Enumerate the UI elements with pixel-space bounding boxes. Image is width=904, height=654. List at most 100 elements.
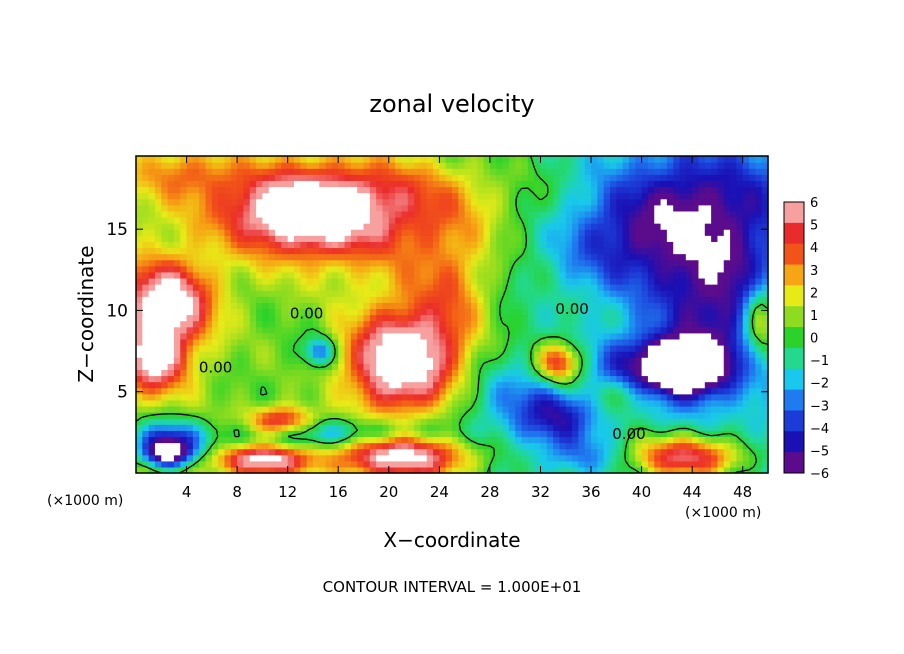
heatmap-cell xyxy=(388,393,396,401)
heatmap-cell xyxy=(338,302,346,310)
heatmap-cell xyxy=(553,210,561,218)
heatmap-cell xyxy=(249,284,257,291)
heatmap-cell xyxy=(755,216,763,224)
heatmap-cell xyxy=(376,375,384,383)
heatmap-cell xyxy=(742,454,750,462)
heatmap-cell xyxy=(312,466,320,474)
heatmap-cell xyxy=(186,454,194,462)
heatmap-cell xyxy=(508,399,516,407)
heatmap-cell xyxy=(711,460,719,468)
heatmap-cell xyxy=(489,399,497,407)
heatmap-cell xyxy=(281,460,289,468)
heatmap-cell xyxy=(470,344,478,352)
heatmap-cell xyxy=(388,180,396,188)
heatmap-cell xyxy=(275,204,282,212)
heatmap-cell xyxy=(281,229,289,236)
heatmap-cell xyxy=(414,229,421,236)
heatmap-cell xyxy=(458,326,466,334)
heatmap-cell xyxy=(256,424,263,431)
heatmap-cell xyxy=(496,284,504,291)
heatmap-cell xyxy=(180,448,188,456)
heatmap-cell xyxy=(489,332,497,340)
heatmap-cell xyxy=(230,399,238,407)
heatmap-cell xyxy=(534,338,542,346)
heatmap-cell xyxy=(496,320,504,328)
heatmap-cell xyxy=(376,314,384,322)
heatmap-cell xyxy=(211,454,219,462)
heatmap-cell xyxy=(597,198,605,206)
heatmap-cell xyxy=(218,290,226,297)
heatmap-cell xyxy=(192,271,200,279)
heatmap-cell xyxy=(496,247,504,255)
heatmap-cell xyxy=(685,448,693,456)
heatmap-cell xyxy=(192,186,200,194)
heatmap-cell xyxy=(673,344,681,352)
heatmap-cell xyxy=(546,442,554,450)
heatmap-cell xyxy=(647,399,655,407)
heatmap-cell xyxy=(628,393,636,401)
heatmap-cell xyxy=(319,198,327,206)
heatmap-cell xyxy=(205,247,213,255)
heatmap-cell xyxy=(338,454,346,462)
heatmap-cell xyxy=(388,424,396,431)
heatmap-cell xyxy=(502,466,510,474)
heatmap-cell xyxy=(224,314,232,322)
heatmap-cell xyxy=(641,180,649,188)
heatmap-cell xyxy=(635,277,643,285)
heatmap-cell xyxy=(723,216,731,224)
heatmap-cell xyxy=(527,412,535,419)
heatmap-cell xyxy=(736,277,744,285)
heatmap-cell xyxy=(508,241,516,249)
heatmap-cell xyxy=(559,436,567,444)
heatmap-cell xyxy=(742,436,750,444)
heatmap-cell xyxy=(180,277,188,285)
heatmap-cell xyxy=(622,351,630,358)
heatmap-cell xyxy=(136,436,143,444)
heatmap-cell xyxy=(666,332,674,340)
heatmap-cell xyxy=(344,405,352,413)
heatmap-cell xyxy=(591,320,598,328)
heatmap-cell xyxy=(603,436,611,444)
heatmap-cell xyxy=(186,375,194,383)
heatmap-cell xyxy=(736,448,744,456)
heatmap-cell xyxy=(489,277,497,285)
heatmap-cell xyxy=(736,399,744,407)
heatmap-cell xyxy=(521,290,529,297)
heatmap-cell xyxy=(205,302,213,310)
heatmap-cell xyxy=(224,466,232,474)
heatmap-cell xyxy=(534,241,542,249)
heatmap-cell xyxy=(300,412,308,419)
heatmap-cell xyxy=(186,247,194,255)
heatmap-cell xyxy=(173,284,181,291)
heatmap-cell xyxy=(540,430,548,438)
heatmap-cell xyxy=(230,180,238,188)
heatmap-cell xyxy=(666,448,674,456)
heatmap-cell xyxy=(148,442,156,450)
heatmap-cell xyxy=(319,308,327,316)
heatmap-cell xyxy=(679,192,687,200)
heatmap-cell xyxy=(673,460,681,468)
heatmap-cell xyxy=(452,430,459,438)
heatmap-cell xyxy=(211,338,219,346)
heatmap-cell xyxy=(660,235,668,242)
heatmap-cell xyxy=(426,198,434,206)
heatmap-cell xyxy=(439,241,447,249)
heatmap-cell xyxy=(275,223,282,230)
heatmap-cell xyxy=(717,314,725,322)
heatmap-cell xyxy=(622,290,630,297)
heatmap-cell xyxy=(755,375,763,383)
heatmap-cell xyxy=(679,466,687,474)
heatmap-cell xyxy=(167,430,175,438)
heatmap-cell xyxy=(470,418,478,425)
heatmap-cell xyxy=(685,436,693,444)
heatmap-cell xyxy=(357,271,365,279)
heatmap-cell xyxy=(603,424,611,431)
heatmap-cell xyxy=(420,363,428,370)
heatmap-cell xyxy=(243,454,251,462)
heatmap-cell xyxy=(186,259,194,267)
heatmap-cell xyxy=(300,320,308,328)
heatmap-cell xyxy=(369,369,377,377)
heatmap-cell xyxy=(376,192,384,200)
heatmap-cell xyxy=(148,174,156,181)
heatmap-cell xyxy=(192,302,200,310)
